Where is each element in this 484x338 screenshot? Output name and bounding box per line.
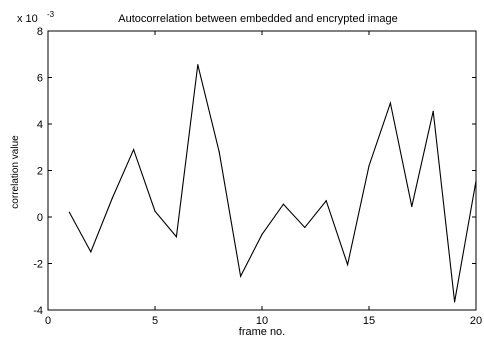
y-axis-label: correlation value — [10, 135, 21, 209]
x-tick-label: 0 — [45, 315, 51, 327]
data-point — [197, 64, 199, 66]
data-point — [111, 197, 113, 199]
y-tick-label: 4 — [37, 119, 43, 131]
y-multiplier-label: x 10 — [17, 13, 38, 25]
data-point — [325, 200, 327, 202]
x-tick-label: 15 — [363, 315, 375, 327]
data-point — [68, 211, 70, 213]
data-point — [282, 203, 284, 205]
data-point — [368, 165, 370, 167]
y-tick-label: 8 — [37, 26, 43, 38]
data-point — [154, 210, 156, 212]
plot-frame — [47, 30, 477, 311]
data-point — [133, 148, 135, 151]
chart-title: Autocorrelation between embedded and enc… — [118, 13, 397, 25]
data-point — [175, 236, 177, 238]
y-tick-label: 0 — [37, 212, 43, 224]
y-exponent-label: -3 — [47, 10, 55, 19]
data-point — [304, 226, 306, 229]
y-tick-label: 6 — [37, 73, 43, 85]
data-point — [218, 151, 220, 153]
data-points — [68, 64, 477, 303]
data-point — [411, 205, 413, 208]
x-axis-label: frame no. — [239, 326, 285, 338]
y-tick-label: 2 — [37, 166, 43, 178]
x-tick-label: 10 — [256, 315, 268, 327]
data-point — [454, 301, 456, 303]
series-line — [68, 64, 477, 302]
data-point — [240, 275, 242, 277]
data-point — [389, 102, 391, 104]
data-point — [90, 251, 92, 253]
axis-ticks: 0 5 10 15 20 -4 -2 0 2 4 6 8 — [33, 26, 482, 327]
x-tick-label: 5 — [152, 315, 158, 327]
y-tick-label: -2 — [33, 259, 43, 271]
data-point — [475, 180, 477, 182]
data-point — [347, 264, 349, 266]
x-tick-label: 20 — [470, 315, 482, 327]
data-point — [432, 110, 434, 112]
data-point — [261, 233, 263, 236]
y-tick-label: -4 — [33, 305, 43, 317]
plot-area: 0 5 10 15 20 -4 -2 0 2 4 6 8 — [33, 26, 482, 327]
